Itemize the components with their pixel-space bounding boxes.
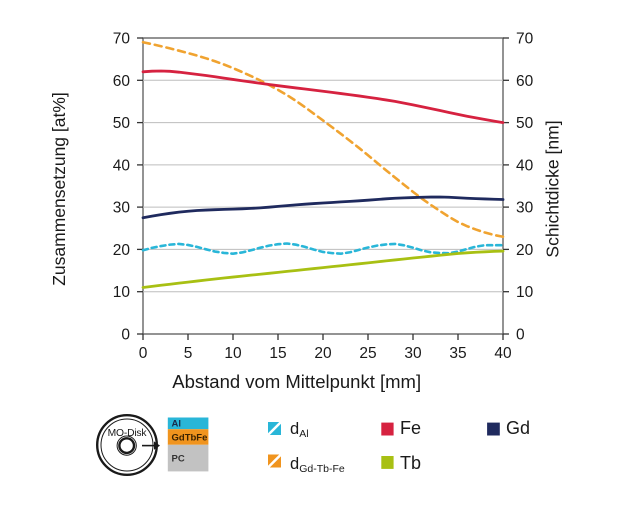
svg-text:60: 60 — [113, 73, 131, 90]
svg-text:0: 0 — [139, 345, 148, 362]
svg-text:20: 20 — [113, 242, 131, 259]
svg-text:20: 20 — [516, 242, 534, 259]
svg-text:10: 10 — [516, 284, 534, 301]
svg-text:50: 50 — [516, 115, 534, 132]
svg-text:Al: Al — [172, 419, 182, 430]
svg-text:Abstand vom Mittelpunkt [mm]: Abstand vom Mittelpunkt [mm] — [172, 371, 421, 392]
svg-text:25: 25 — [359, 345, 376, 362]
svg-text:0: 0 — [516, 327, 525, 344]
svg-text:40: 40 — [113, 157, 131, 174]
svg-text:30: 30 — [404, 345, 422, 362]
svg-text:0: 0 — [121, 327, 130, 344]
svg-text:5: 5 — [184, 345, 193, 362]
svg-text:10: 10 — [224, 345, 242, 362]
svg-text:70: 70 — [113, 31, 131, 48]
svg-text:60: 60 — [516, 73, 534, 90]
svg-text:40: 40 — [494, 345, 512, 362]
svg-text:dGd-Tb-Fe: dGd-Tb-Fe — [290, 455, 345, 475]
svg-text:Fe: Fe — [400, 418, 421, 438]
svg-text:35: 35 — [449, 345, 466, 362]
svg-text:GdTbFe: GdTbFe — [172, 433, 208, 444]
svg-text:40: 40 — [516, 157, 534, 174]
svg-text:Schichtdicke [nm]: Schichtdicke [nm] — [543, 120, 563, 257]
svg-text:Tb: Tb — [400, 453, 421, 473]
svg-text:20: 20 — [314, 345, 332, 362]
svg-text:70: 70 — [516, 31, 534, 48]
svg-text:10: 10 — [113, 284, 131, 301]
svg-text:dAl: dAl — [290, 420, 309, 440]
svg-text:Gd: Gd — [506, 418, 530, 438]
svg-text:Zusammensetzung [at%]: Zusammensetzung [at%] — [49, 92, 69, 286]
svg-text:50: 50 — [113, 115, 131, 132]
svg-text:15: 15 — [269, 345, 286, 362]
svg-text:PC: PC — [172, 454, 185, 465]
svg-text:30: 30 — [113, 200, 131, 217]
svg-text:30: 30 — [516, 200, 534, 217]
